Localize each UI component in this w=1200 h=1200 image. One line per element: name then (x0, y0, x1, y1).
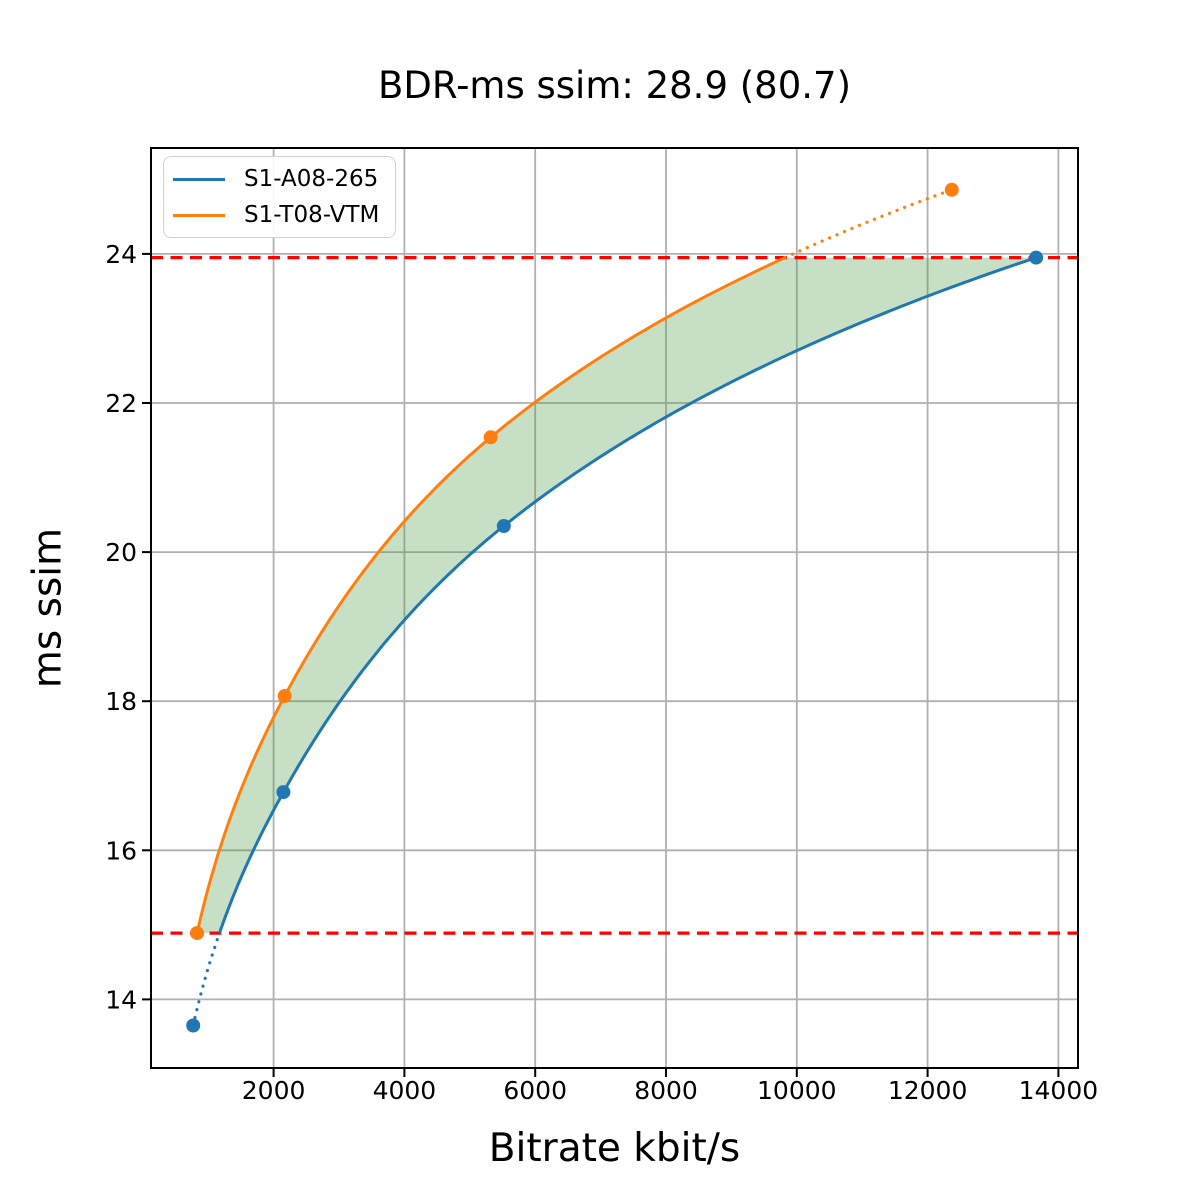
series-0-marker-3 (1029, 250, 1044, 265)
legend-line-sample-0 (173, 177, 225, 181)
x-tick-label-4000: 4000 (373, 1076, 437, 1105)
x-tick-label-6000: 6000 (503, 1076, 567, 1105)
gridlines (151, 148, 1078, 1068)
legend-line-sample-1 (173, 213, 225, 217)
x-tick-labels: 2000 4000 6000 8000 10000 12000 14000 (242, 1076, 1098, 1105)
series-0-markers (186, 250, 1044, 1033)
x-tick-label-2000: 2000 (242, 1076, 306, 1105)
series-1-marker-0 (190, 926, 205, 941)
fill-between-region (197, 257, 1037, 934)
series-0-curve (218, 256, 1037, 934)
legend-item-1: S1-T08-VTM (173, 197, 379, 233)
y-tick-label-22: 22 (105, 389, 137, 418)
y-tick-label-18: 18 (105, 687, 137, 716)
series-0-marker-1 (276, 785, 291, 800)
series-1-markers (190, 182, 959, 941)
x-tick-label-14000: 14000 (1019, 1076, 1099, 1105)
x-axis-label: Bitrate kbit/s (488, 1126, 741, 1171)
series-1-marker-2 (483, 430, 498, 445)
series-1-marker-1 (277, 689, 292, 703)
x-tick-label-8000: 8000 (634, 1076, 698, 1105)
x-axis-ticks (272, 1068, 1060, 1077)
legend: S1-A08-265 S1-T08-VTM (163, 156, 397, 238)
y-tick-labels: 14 16 18 20 22 24 (105, 240, 137, 1015)
legend-label-0: S1-A08-265 (244, 166, 379, 192)
series-0-extrapolation-dotted-line (191, 931, 222, 1028)
legend-label-1: S1-T08-VTM (244, 202, 380, 228)
x-tick-label-10000: 10000 (757, 1076, 837, 1105)
y-tick-label-16: 16 (105, 836, 137, 865)
y-tick-label-14: 14 (105, 985, 137, 1014)
series-0-marker-2 (496, 519, 511, 533)
plot-border (150, 147, 1079, 1069)
x-tick-label-12000: 12000 (888, 1076, 968, 1105)
legend-item-0: S1-A08-265 (173, 161, 379, 197)
y-tick-label-24: 24 (105, 240, 137, 269)
y-axis-label: ms ssim (25, 527, 71, 689)
series-1-marker-3 (944, 182, 959, 197)
chart-title: BDR-ms ssim: 28.9 (80.7) (377, 64, 851, 107)
y-axis-ticks (142, 252, 151, 1001)
y-tick-label-20: 20 (105, 538, 137, 567)
series-1-curve (195, 256, 787, 934)
series-0-marker-0 (186, 1018, 201, 1033)
